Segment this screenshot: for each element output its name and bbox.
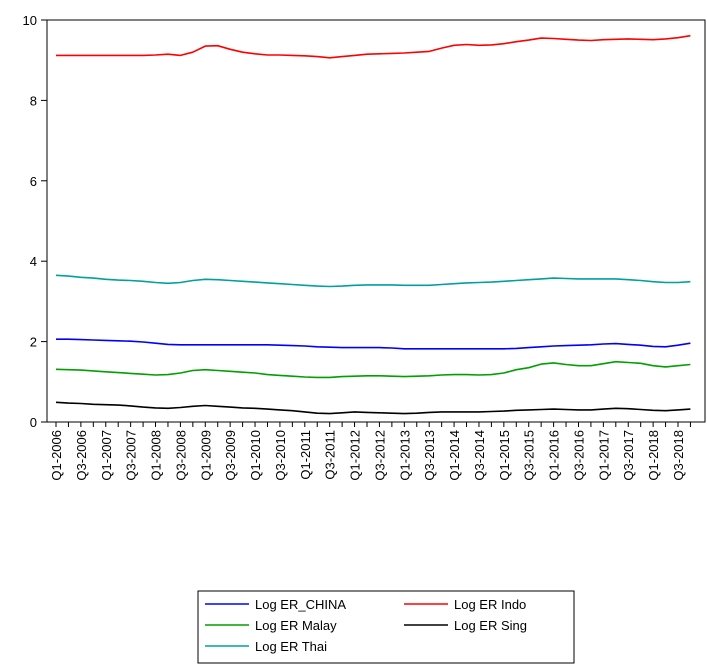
x-tick-label: Q1-2006	[49, 430, 64, 481]
x-tick-label: Q3-2014	[472, 430, 487, 481]
x-tick-label: Q3-2008	[173, 430, 188, 481]
y-tick-label: 0	[30, 415, 37, 430]
y-tick-label: 2	[30, 335, 37, 350]
x-tick-label: Q3-2013	[422, 430, 437, 481]
x-tick-label: Q3-2017	[621, 430, 636, 481]
x-tick-label: Q1-2007	[99, 430, 114, 481]
x-tick-label: Q1-2018	[646, 430, 661, 481]
y-tick-label: 8	[30, 93, 37, 108]
x-tick-label: Q3-2012	[372, 430, 387, 481]
series-line-log-er-sing	[55, 401, 691, 415]
y-tick-label: 4	[30, 254, 37, 269]
x-tick-label: Q1-2017	[596, 430, 611, 481]
x-tick-label: Q1-2013	[397, 430, 412, 481]
x-tick-label: Q3-2006	[74, 430, 89, 481]
x-tick-label: Q3-2018	[671, 430, 686, 481]
x-tick-label: Q3-2015	[522, 430, 537, 481]
x-tick-label: Q3-2007	[124, 430, 139, 481]
x-tick-label: Q3-2016	[571, 430, 586, 481]
x-tick-label: Q1-2014	[447, 430, 462, 481]
series-line-log-er-china	[56, 338, 691, 350]
x-tick-label: Q3-2010	[273, 430, 288, 481]
x-tick-label: Q1-2015	[497, 430, 512, 481]
series-line-log-er-malay	[55, 360, 691, 379]
x-tick-label: Q3-2011	[323, 430, 338, 480]
x-tick-label: Q1-2016	[547, 430, 562, 481]
x-tick-label: Q1-2008	[149, 430, 164, 481]
y-tick-label: 6	[30, 174, 37, 189]
plot-frame	[46, 19, 706, 423]
y-tick-label: 10	[23, 13, 37, 28]
legend-label: Log ER_CHINA	[255, 597, 346, 612]
x-tick-label: Q1-2009	[198, 430, 213, 481]
series-line-log-er-thai	[55, 274, 691, 288]
series-line-log-er-indo	[56, 34, 691, 59]
x-axis: Q1-2006 Q3-2006 Q1-2007 Q3-2007 Q1-2008 Q3-20…	[49, 422, 691, 481]
y-axis: 0 2 4 6 8 10	[23, 13, 47, 430]
x-tick-label: Q3-2009	[223, 430, 238, 481]
legend-label: Log ER Thai	[255, 639, 327, 654]
series-layer	[55, 34, 691, 415]
x-tick-label: Q1-2011	[298, 430, 313, 480]
x-tick-label: Q1-2012	[348, 430, 363, 481]
legend-label: Log ER Malay	[255, 618, 337, 633]
legend-box	[197, 590, 575, 664]
legend-label: Log ER Sing	[454, 618, 527, 633]
x-tick-label: Q1-2010	[248, 430, 263, 481]
legend: Log ER_CHINA Log ER Indo Log ER Malay Log E…	[197, 590, 575, 664]
legend-label: Log ER Indo	[454, 597, 526, 612]
